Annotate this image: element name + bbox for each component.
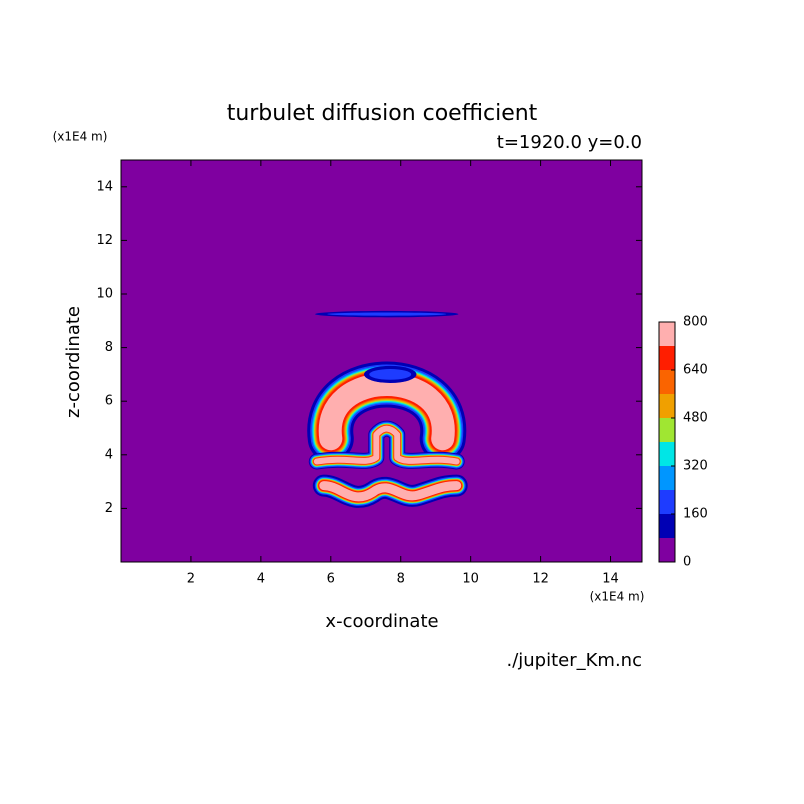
colorbar-band [659,490,675,514]
y-tick-label: 14 [96,179,113,194]
x-tick-label: 6 [327,572,335,587]
contour-fill [369,369,412,380]
x-axis-label: x-coordinate [325,611,438,632]
y-axis-label: z-coordinate [63,306,84,418]
colorbar-band [659,370,675,394]
y-tick-label: 12 [96,233,113,248]
y-tick-label: 4 [105,447,113,462]
x-unit: (x1E4 m) [590,590,645,604]
source-label: ./jupiter_Km.nc [506,650,642,671]
colorbar-tick-label: 160 [683,507,708,522]
y-tick-label: 2 [105,501,113,516]
y-tick-label: 6 [105,394,113,409]
y-tick-label: 10 [96,287,113,302]
contour-fill [121,160,642,562]
colorbar-band [659,466,675,490]
colorbar-band [659,346,675,370]
y-unit: (x1E4 m) [53,130,108,144]
contour-fill [313,425,460,465]
colorbar-band [659,418,675,442]
contour-fill [318,373,455,451]
colorbar-frame [658,321,676,563]
contour-fill [319,481,462,502]
plot-frame [120,159,643,563]
colorbar-tick-label: 0 [683,555,691,570]
colorbar-band [659,538,675,562]
x-tick-label: 2 [187,572,195,587]
colorbar-band [659,322,675,346]
colorbar-tick-label: 800 [683,315,708,330]
colorbar-band [659,514,675,538]
chart-title: turbulet diffusion coefficient [227,101,538,126]
colorbar-band [659,394,675,418]
contour-fill [327,312,447,316]
x-tick-label: 8 [397,572,405,587]
y-tick-label: 8 [105,340,113,355]
colorbar-tick-label: 640 [683,363,708,378]
plot-area [121,160,642,562]
colorbar-tick-label: 320 [683,459,708,474]
x-tick-label: 4 [257,572,265,587]
chart-subtitle: t=1920.0 y=0.0 [497,132,642,153]
colorbar-band [659,442,675,466]
x-tick-label: 10 [462,572,479,587]
colorbar-tick-label: 480 [683,411,708,426]
x-tick-label: 14 [602,572,619,587]
x-tick-label: 12 [532,572,549,587]
